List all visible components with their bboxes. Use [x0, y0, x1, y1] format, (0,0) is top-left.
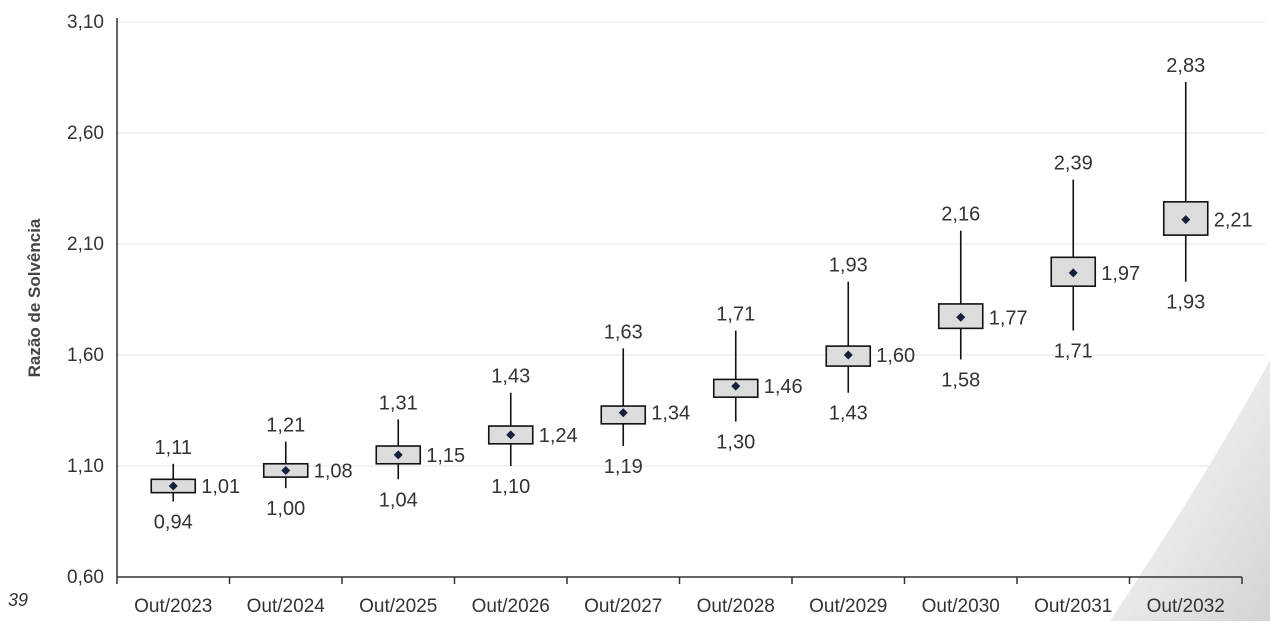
x-tick-label: Out/2023	[134, 596, 212, 617]
mean-marker	[1181, 215, 1191, 225]
max-value-label: 1,11	[155, 437, 192, 459]
box-plot-item: 2,83 1,93 2,21	[1162, 55, 1253, 314]
boxes: 1,11 0,94 1,01 1,21 1,00 1,08 1,31 1,04 1,15 1,43…	[150, 55, 1253, 534]
mean-value-label: 1,01	[201, 476, 240, 498]
y-tick-label: 2,60	[67, 123, 104, 144]
min-value-label: 1,10	[491, 476, 530, 498]
box-plot-item: 1,43 1,10 1,24	[487, 366, 578, 498]
y-tick-label: 0,60	[67, 567, 104, 588]
x-tick-label: Out/2026	[472, 596, 550, 617]
mean-marker	[1068, 268, 1078, 278]
mean-marker	[281, 465, 291, 475]
box-plot-item: 1,63 1,19 1,34	[600, 321, 690, 478]
mean-value-label: 1,97	[1101, 263, 1140, 285]
x-tick-label: Out/2027	[584, 596, 662, 617]
max-value-label: 1,21	[266, 415, 305, 437]
box-plot-item: 2,16 1,58 1,77	[937, 204, 1028, 391]
box-plot-item: 1,11 0,94 1,01	[150, 437, 240, 534]
max-value-label: 1,93	[829, 255, 868, 277]
mean-value-label: 1,60	[876, 345, 915, 367]
min-value-label: 1,30	[716, 432, 755, 454]
mean-value-label: 1,46	[764, 376, 803, 398]
gridlines	[117, 21, 1265, 467]
min-value-label: 0,94	[154, 512, 193, 534]
mean-marker	[393, 450, 403, 460]
mean-marker	[618, 408, 628, 418]
x-tick-label: Out/2028	[697, 596, 775, 617]
min-value-label: 1,04	[379, 489, 418, 511]
mean-value-label: 1,15	[426, 445, 465, 467]
max-value-label: 2,83	[1166, 55, 1205, 77]
box-plot-item: 1,93 1,43 1,60	[825, 255, 915, 425]
mean-marker	[731, 381, 741, 391]
max-value-label: 2,16	[941, 204, 980, 226]
min-value-label: 1,71	[1054, 341, 1093, 363]
min-value-label: 1,43	[829, 403, 868, 425]
max-value-label: 1,71	[716, 304, 755, 326]
mean-marker	[956, 312, 966, 322]
max-value-label: 1,43	[491, 366, 530, 388]
min-value-label: 1,93	[1166, 292, 1205, 314]
x-tick-label: Out/2024	[247, 596, 326, 617]
y-tick-label: 1,10	[67, 456, 104, 477]
box-plot-item: 1,21 1,00 1,08	[262, 415, 353, 520]
mean-value-label: 1,34	[651, 403, 690, 425]
x-tick-label: Out/2029	[809, 596, 887, 617]
max-value-label: 1,31	[379, 392, 418, 414]
x-tick-label: Out/2030	[922, 596, 1000, 617]
box-plot-item: 1,31 1,04 1,15	[375, 392, 465, 511]
page-number: 39	[8, 590, 28, 610]
decorative-corner-shape	[1110, 360, 1270, 621]
mean-value-label: 1,24	[539, 425, 578, 447]
max-value-label: 1,63	[604, 321, 643, 343]
mean-marker	[843, 350, 853, 360]
mean-value-label: 1,08	[314, 460, 353, 482]
y-tick-label: 3,10	[67, 12, 104, 33]
min-value-label: 1,00	[266, 498, 305, 520]
x-tick-label: Out/2031	[1034, 596, 1112, 617]
mean-value-label: 2,21	[1214, 210, 1253, 232]
min-value-label: 1,58	[941, 369, 980, 391]
y-tick-label: 1,60	[67, 345, 104, 366]
x-tick-label: Out/2025	[359, 596, 437, 617]
min-value-label: 1,19	[604, 456, 643, 478]
mean-value-label: 1,77	[989, 307, 1028, 329]
axes: 0,60 1,10 1,60 2,10 2,60 3,10 Out/2023 Out/2024…	[67, 12, 1243, 617]
x-tick-label: Out/2032	[1147, 596, 1225, 617]
mean-marker	[168, 481, 178, 491]
box-plot-item: 1,71 1,30 1,46	[712, 304, 803, 454]
y-axis-label: Razão de Solvência	[25, 218, 44, 377]
box-plot-item: 2,39 1,71 1,97	[1050, 153, 1140, 363]
max-value-label: 2,39	[1054, 153, 1093, 175]
mean-marker	[506, 430, 516, 440]
y-tick-label: 2,10	[67, 234, 104, 255]
